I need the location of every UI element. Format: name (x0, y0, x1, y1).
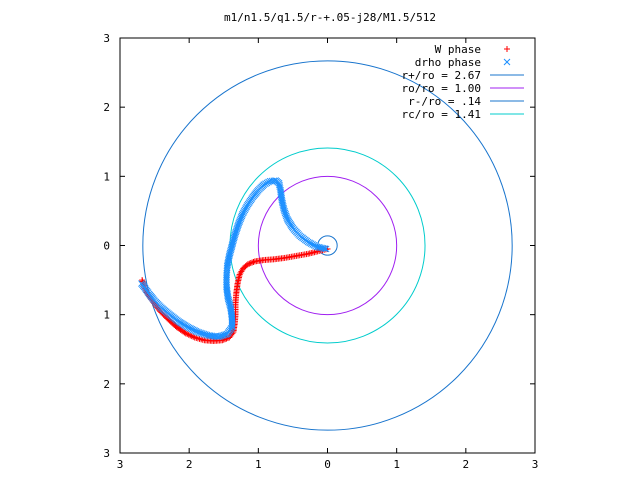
x-tick-label: 1 (393, 458, 400, 471)
data-point (220, 336, 227, 343)
chart-title: m1/n1.5/q1.5/r-+.05-j28/M1.5/512 (224, 11, 436, 24)
x-tick-label: 2 (186, 458, 193, 471)
y-tick-label: 3 (103, 32, 110, 45)
y-tick-label: 0 (103, 240, 110, 253)
data-point (185, 331, 192, 338)
data-point (251, 258, 258, 265)
legend-label: ro/ro = 1.00 (402, 82, 481, 95)
x-tick-label: 3 (532, 458, 539, 471)
x-tick-label: 0 (324, 458, 331, 471)
data-point (138, 280, 145, 287)
data-point (249, 259, 256, 266)
x-tick-label: 2 (463, 458, 470, 471)
series-markers (138, 177, 330, 341)
legend-marker (503, 58, 511, 66)
data-point (191, 334, 198, 341)
series-layer (138, 60, 513, 431)
y-tick-label: 2 (103, 378, 110, 391)
data-point (187, 332, 194, 339)
x-tick-label: 1 (255, 458, 262, 471)
y-tick-label: 1 (103, 170, 110, 183)
legend-label: r+/ro = 2.67 (402, 69, 481, 82)
series-circle (257, 175, 398, 316)
series-circle (142, 60, 513, 431)
axis-ticks (119, 37, 536, 454)
y-tick-label: 2 (103, 101, 110, 114)
data-point (139, 277, 146, 284)
legend-label: rc/ro = 1.41 (402, 108, 481, 121)
data-point (247, 260, 254, 267)
y-tick-label: 1 (103, 309, 110, 322)
x-tick-label: 3 (117, 458, 124, 471)
legend-label: r-/ro = .14 (408, 95, 481, 108)
legend-label: drho phase (415, 56, 481, 69)
legend-marker (504, 46, 510, 52)
data-point (188, 333, 195, 340)
y-tick-label: 3 (103, 447, 110, 460)
data-point (250, 258, 257, 265)
data-point (190, 333, 197, 340)
legend-label: W phase (435, 43, 481, 56)
